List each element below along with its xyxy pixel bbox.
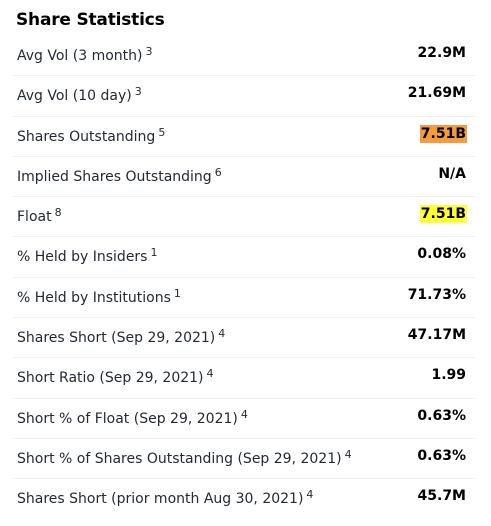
stat-label: Shares Short (Sep 29, 2021) 4 (17, 327, 225, 346)
value-text: 21.69M (407, 85, 466, 102)
footnote-marker: 5 (158, 125, 166, 139)
stat-label-text: Avg Vol (3 month) (17, 48, 143, 64)
stat-label-text: Avg Vol (10 day) (17, 88, 132, 105)
table-row: Short % of Shares Outstanding (Sep 29, 2… (13, 439, 475, 480)
stat-label-text: % Held by Insiders (17, 249, 148, 266)
footnote-marker: 3 (145, 45, 153, 58)
value-text: 0.63% (417, 447, 466, 464)
stat-label-text: Float (17, 209, 52, 226)
value-text: 22.9M (417, 45, 466, 61)
stat-label: Float 8 (17, 206, 62, 225)
stat-value: 22.9M (417, 45, 467, 61)
value-text: 45.7M (417, 488, 466, 505)
stat-label: % Held by Institutions 1 (17, 287, 181, 306)
table-row: Float 8 7.51B (13, 197, 475, 238)
footnote-marker: 4 (218, 327, 226, 341)
table-row: Short % of Float (Sep 29, 2021) 4 0.63% (13, 399, 475, 439)
value-text: N/A (438, 165, 466, 182)
stat-label-text: Implied Shares Outstanding (17, 168, 212, 185)
highlighted-value: 7.51B (419, 124, 467, 143)
stat-value: 21.69M (407, 85, 467, 101)
stat-value: 0.08% (416, 246, 467, 262)
footnote-marker: 4 (206, 367, 214, 381)
footnote-marker: 4 (344, 447, 352, 461)
table-row: Avg Vol (3 month) 3 22.9M (13, 36, 475, 77)
stat-label: % Held by Insiders 1 (17, 246, 157, 265)
footnote-marker: 8 (54, 206, 62, 220)
footnote-marker: 3 (134, 85, 142, 99)
stat-value: 1.99 (430, 367, 467, 383)
stat-label: Short Ratio (Sep 29, 2021) 4 (17, 367, 214, 386)
stat-label: Avg Vol (10 day) 3 (17, 85, 142, 104)
table-row: Shares Short (prior month Aug 30, 2021) 4… (13, 479, 475, 519)
table-row: Shares Outstanding 5 7.51B (13, 117, 475, 157)
stat-value: 0.63% (416, 408, 467, 424)
table-row: Avg Vol (10 day) 3 21.69M (13, 76, 475, 117)
value-text: 47.17M (407, 327, 466, 344)
table-row: Shares Short (Sep 29, 2021) 4 47.17M (13, 318, 475, 359)
stat-value: 47.17M (407, 327, 467, 343)
footnote-marker: 4 (240, 407, 248, 421)
value-text: 0.63% (417, 407, 466, 424)
value-text: 1.99 (431, 367, 466, 384)
stat-value: 45.7M (417, 488, 467, 504)
value-text: 0.08% (417, 246, 466, 263)
stat-label-text: % Held by Institutions (17, 289, 171, 306)
stat-label-text: Short Ratio (Sep 29, 2021) (17, 370, 204, 387)
stat-label-text: Short % of Shares Outstanding (Sep 29, 2… (17, 450, 342, 467)
stat-label-text: Short % of Float (Sep 29, 2021) (17, 410, 238, 427)
share-statistics-table: Avg Vol (3 month) 3 22.9M Avg Vol (10 day) 3… (13, 36, 475, 520)
stat-label: Shares Short (prior month Aug 30, 2021) 4 (17, 488, 313, 507)
value-text: 71.73% (407, 286, 466, 303)
stat-label: Implied Shares Outstanding 6 (17, 166, 222, 185)
stat-label-text: Shares Short (Sep 29, 2021) (17, 330, 216, 347)
stat-label: Shares Outstanding 5 (17, 126, 165, 145)
table-row: Short Ratio (Sep 29, 2021) 4 1.99 (13, 358, 475, 399)
stat-value: 71.73% (407, 287, 467, 303)
stat-value: 7.51B (419, 124, 467, 143)
stat-label-text: Shares Short (prior month Aug 30, 2021) (17, 491, 304, 508)
stat-value: 0.63% (416, 448, 467, 464)
stat-value: N/A (437, 166, 467, 182)
table-row: Implied Shares Outstanding 6 N/A (13, 157, 475, 198)
footnote-marker: 6 (214, 165, 222, 179)
footnote-marker: 1 (173, 286, 181, 300)
highlighted-value: 7.51B (419, 205, 467, 224)
footnote-marker: 1 (150, 246, 158, 260)
footnote-marker: 4 (306, 488, 314, 502)
stat-label: Avg Vol (3 month) 3 (17, 45, 153, 64)
section-title: Share Statistics (16, 10, 165, 30)
stat-label-text: Shares Outstanding (17, 128, 156, 145)
stat-label: Short % of Float (Sep 29, 2021) 4 (17, 408, 248, 427)
stat-label: Short % of Shares Outstanding (Sep 29, 2… (17, 448, 352, 467)
stat-value: 7.51B (419, 205, 467, 224)
table-row: % Held by Institutions 1 71.73% (13, 278, 475, 319)
table-row: % Held by Insiders 1 0.08% (13, 237, 475, 278)
